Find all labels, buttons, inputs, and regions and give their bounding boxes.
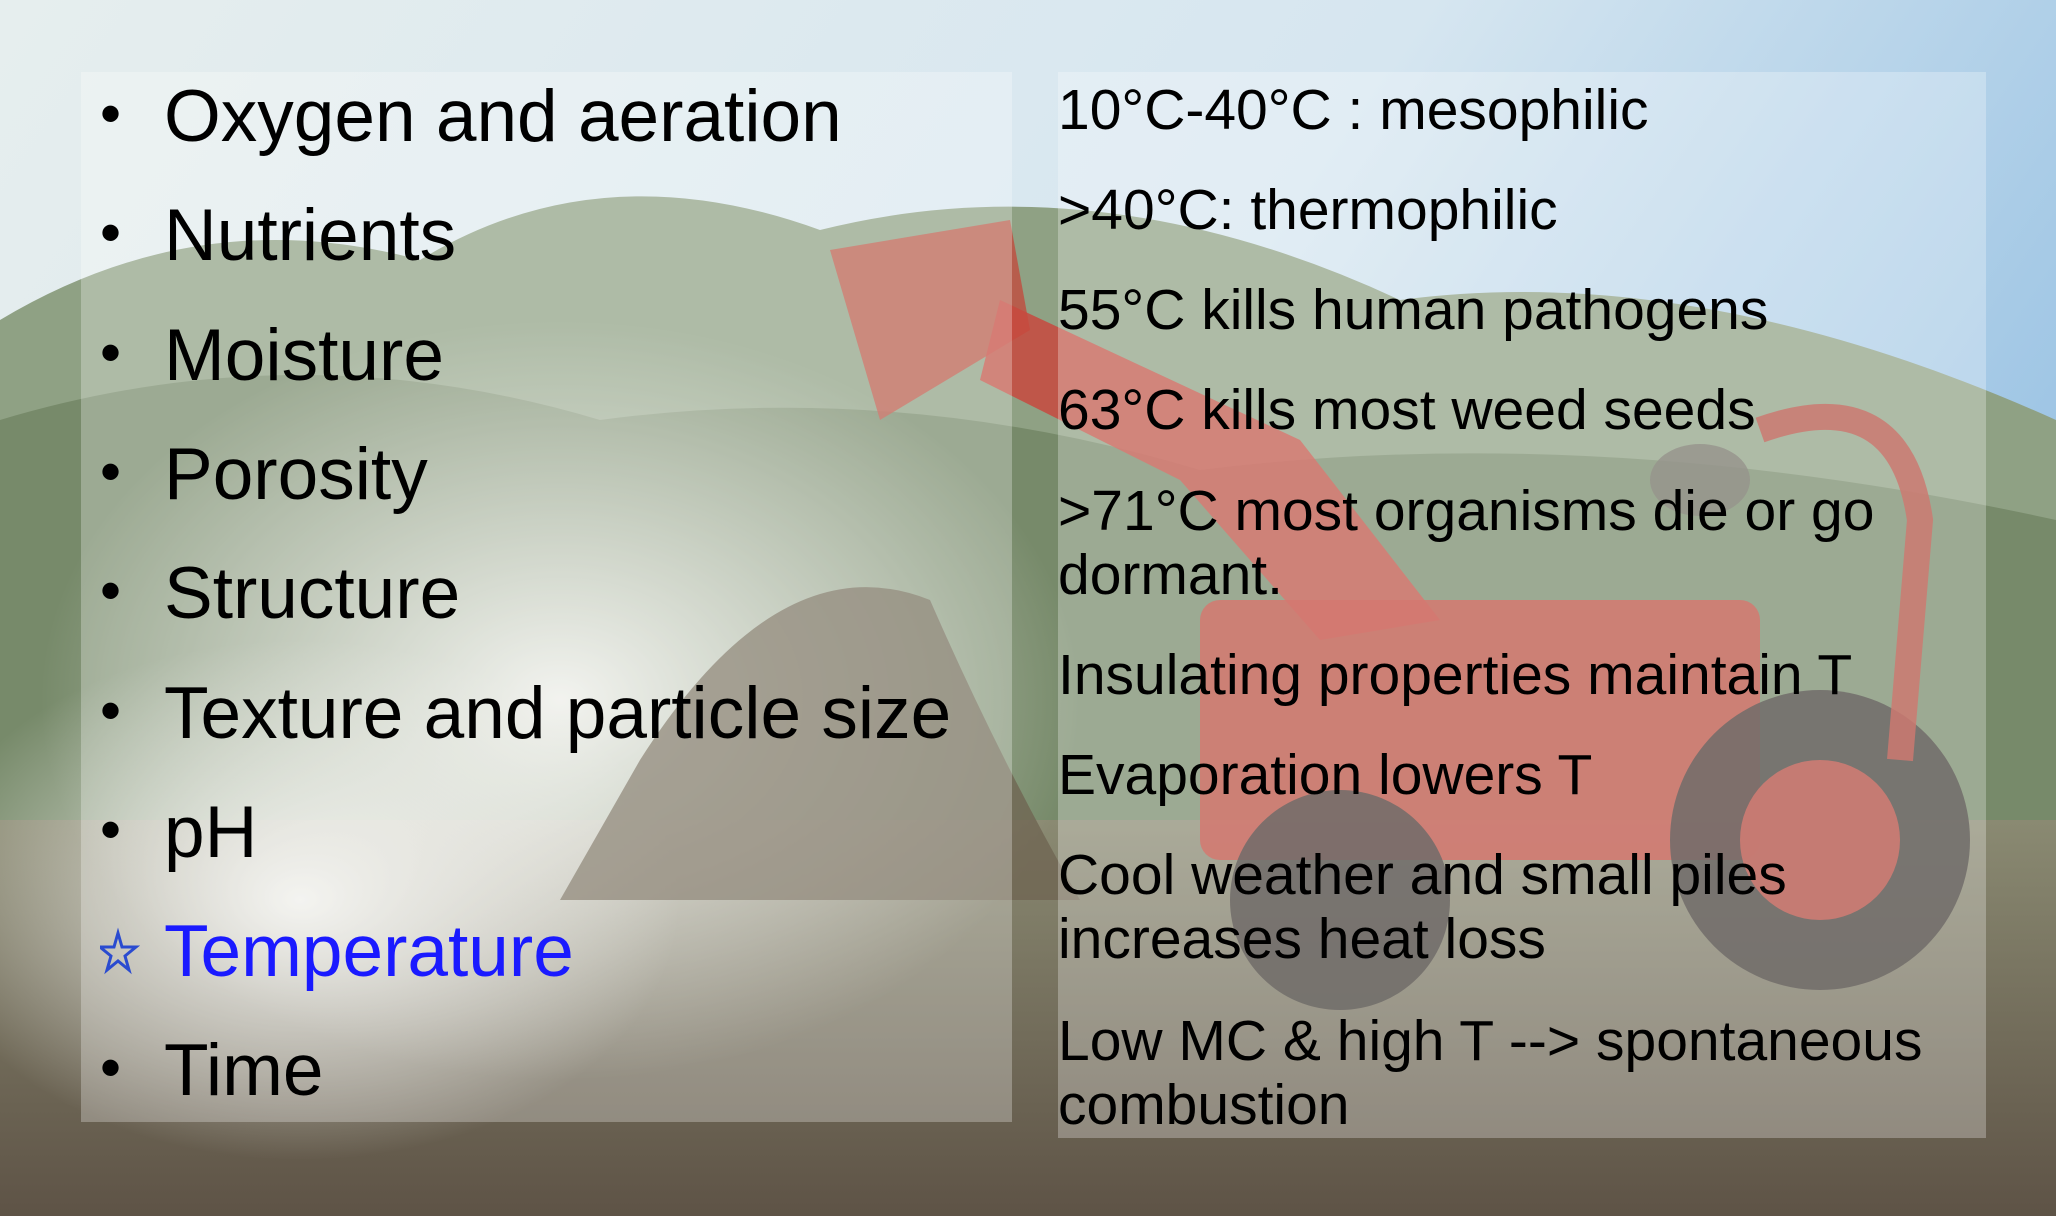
bullet: •: [100, 676, 122, 744]
bullet: •: [100, 795, 122, 863]
list-item: Time: [164, 1030, 324, 1112]
list-item: Texture and particle size: [164, 672, 952, 754]
paragraph: Cool weather and small piles increases h…: [1058, 843, 1787, 971]
bullet: •: [100, 557, 122, 625]
list-item: Structure: [164, 553, 461, 635]
list-item: pH: [164, 791, 258, 873]
bullet: •: [100, 199, 122, 267]
list-item: Nutrients: [164, 195, 457, 277]
paragraph: Low MC & high T --> spontaneous combusti…: [1058, 1009, 1923, 1137]
bullet: •: [100, 437, 122, 505]
paragraph: 55°C kills human pathogens: [1058, 278, 1769, 342]
right-panel: [1058, 72, 1986, 1138]
bullet: •: [100, 1034, 122, 1102]
list-item: Temperature: [164, 911, 574, 993]
paragraph: Insulating properties maintain T: [1058, 643, 1853, 707]
paragraph: >71°C most organisms die or go dormant.: [1058, 479, 1875, 607]
list-item: Porosity: [164, 433, 428, 515]
paragraph: >40°C: thermophilic: [1058, 178, 1558, 242]
bullet: •: [100, 80, 122, 147]
list-item: Moisture: [164, 314, 444, 396]
paragraph: 10°C-40°C : mesophilic: [1058, 78, 1649, 142]
paragraph: Evaporation lowers T: [1058, 743, 1593, 807]
bullet: •: [100, 318, 122, 386]
paragraph: 63°C kills most weed seeds: [1058, 378, 1756, 442]
list-item: Oxygen and aeration: [164, 76, 842, 157]
left-panel: [81, 72, 1012, 1122]
